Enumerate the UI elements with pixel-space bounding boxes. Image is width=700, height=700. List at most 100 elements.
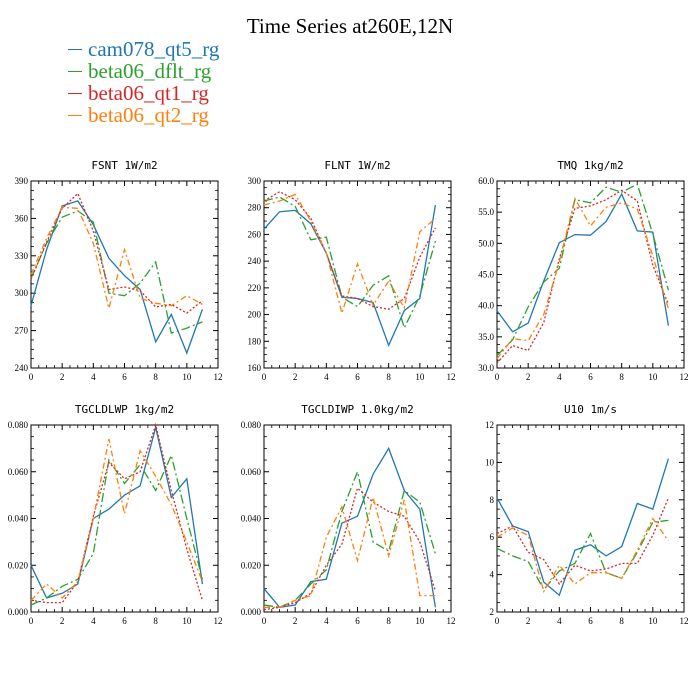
x-tick-label: 6 <box>355 372 360 382</box>
x-tick-label: 8 <box>153 616 158 626</box>
panel-title: U10 1m/s <box>564 403 617 416</box>
legend-label: beta06_dflt_rg <box>88 58 212 83</box>
y-tick-label: 330 <box>15 251 29 261</box>
y-tick-label: 270 <box>15 326 29 336</box>
series-line-beta06_qt2_rg <box>496 517 669 594</box>
x-tick-label: 10 <box>415 616 425 626</box>
panel-title: FLNT 1W/m2 <box>324 159 390 172</box>
x-tick-label: 0 <box>262 372 267 382</box>
series-line-cam078_qt5_rg <box>496 192 670 333</box>
y-tick-label: 60.0 <box>478 176 494 186</box>
legend-entry: beta06_qt1_rg <box>68 80 219 105</box>
legend-entry: beta06_qt2_rg <box>68 102 219 127</box>
series-line-beta06_qt2_rg <box>263 193 436 316</box>
series-line-cam078_qt5_rg <box>30 427 204 599</box>
x-tick-label: 10 <box>648 616 658 626</box>
panel-title: TGCLDLWP 1kg/m2 <box>75 403 174 416</box>
plot-frame <box>263 424 452 613</box>
series-line-beta06_dflt_rg <box>496 183 670 356</box>
x-tick-label: 12 <box>447 616 456 626</box>
x-tick-label: 0 <box>495 372 500 382</box>
x-tick-label: 10 <box>182 616 192 626</box>
y-tick-label: 0.000 <box>241 607 262 617</box>
legend-swatch <box>68 114 82 116</box>
y-tick-label: 0.060 <box>8 467 29 477</box>
series-line-beta06_qt1_rg <box>263 486 437 611</box>
y-tick-label: 50.0 <box>478 238 494 248</box>
y-tick-label: 260 <box>248 229 262 239</box>
y-tick-label: 160 <box>248 363 262 373</box>
x-tick-label: 6 <box>588 372 593 382</box>
series-line-beta06_qt2_rg <box>264 497 436 608</box>
y-tick-label: 35.0 <box>478 332 494 342</box>
y-tick-label: 240 <box>15 363 29 373</box>
legend-swatch <box>68 92 82 94</box>
y-tick-label: 0.040 <box>241 514 262 524</box>
x-tick-label: 12 <box>214 372 223 382</box>
y-tick-label: 180 <box>248 336 262 346</box>
y-tick-label: 0.020 <box>8 560 29 570</box>
x-tick-label: 0 <box>262 616 267 626</box>
x-tick-label: 10 <box>415 372 425 382</box>
x-tick-label: 2 <box>60 372 65 382</box>
series-line-beta06_qt1_rg <box>496 189 670 364</box>
panel-title: FSNT 1W/m2 <box>91 159 157 172</box>
y-tick-label: 300 <box>15 288 29 298</box>
x-tick-label: 4 <box>91 372 96 382</box>
series-line-beta06_dflt_rg <box>263 469 437 608</box>
series-line-beta06_dflt_rg <box>30 453 204 606</box>
legend-swatch <box>68 48 82 50</box>
y-tick-label: 8 <box>490 495 495 505</box>
x-tick-label: 0 <box>495 616 500 626</box>
x-tick-label: 4 <box>91 616 96 626</box>
y-tick-label: 0.060 <box>241 467 262 477</box>
x-tick-label: 2 <box>293 616 298 626</box>
y-tick-label: 10 <box>485 457 495 467</box>
y-tick-label: 360 <box>15 213 29 223</box>
plot-frame <box>30 180 219 369</box>
y-tick-label: 0.040 <box>8 514 29 524</box>
y-tick-label: 0.080 <box>8 420 29 430</box>
x-tick-label: 8 <box>386 616 391 626</box>
panel-2: FLNT 1W/m2 0 2 4 6 8 10 12 160 180 200 220 240 260 280… <box>248 159 456 382</box>
panel-3: TMQ 1kg/m2 0 2 4 6 8 10 12 30.0 35.0 40.0 45.0 50.0 5… <box>478 159 688 382</box>
panel-1: FSNT 1W/m2 0 2 4 6 8 10 12 240 270 300 330 360 390 <box>15 159 223 382</box>
figure-title: Time Series at260E,12N <box>246 14 454 38</box>
legend: cam078_qt5_rg beta06_dflt_rg beta06_qt1_rg… <box>68 37 219 127</box>
legend-label: beta06_qt1_rg <box>88 80 209 105</box>
series-line-cam078_qt5_rg <box>263 446 437 608</box>
series-line-beta06_qt2_rg <box>30 206 203 309</box>
y-tick-label: 30.0 <box>478 363 494 373</box>
plot-frame <box>30 424 219 613</box>
plot-frame <box>496 424 685 613</box>
legend-label: beta06_qt2_rg <box>88 102 209 127</box>
x-tick-label: 2 <box>526 616 531 626</box>
series-line-beta06_dflt_rg <box>30 210 203 334</box>
panel-5: TGCLDIWP 1.0kg/m2 0 2 4 6 8 10 12 0.000 0.020 0.04… <box>241 403 456 626</box>
x-tick-label: 4 <box>324 372 329 382</box>
y-tick-label: 0.020 <box>241 560 262 570</box>
x-tick-label: 8 <box>153 372 158 382</box>
legend-entry: cam078_qt5_rg <box>68 37 219 61</box>
y-tick-label: 280 <box>248 203 262 213</box>
legend-swatch <box>68 70 82 72</box>
y-tick-label: 55.0 <box>478 207 494 217</box>
series-line-beta06_dflt_rg <box>496 519 669 591</box>
y-tick-label: 0.080 <box>241 420 262 430</box>
y-tick-label: 40.0 <box>478 301 494 311</box>
series-line-beta06_qt1_rg <box>263 190 436 310</box>
x-tick-label: 4 <box>324 616 329 626</box>
x-tick-label: 8 <box>386 372 391 382</box>
y-tick-label: 0.000 <box>8 607 29 617</box>
x-tick-label: 2 <box>293 372 298 382</box>
y-tick-label: 4 <box>490 570 495 580</box>
y-tick-label: 12 <box>485 420 494 430</box>
legend-entry: beta06_dflt_rg <box>68 58 219 83</box>
plot-frame <box>263 180 452 369</box>
x-tick-label: 6 <box>122 616 127 626</box>
series-line-beta06_qt1_rg <box>30 192 203 314</box>
x-tick-label: 10 <box>182 372 192 382</box>
y-tick-label: 45.0 <box>478 270 494 280</box>
